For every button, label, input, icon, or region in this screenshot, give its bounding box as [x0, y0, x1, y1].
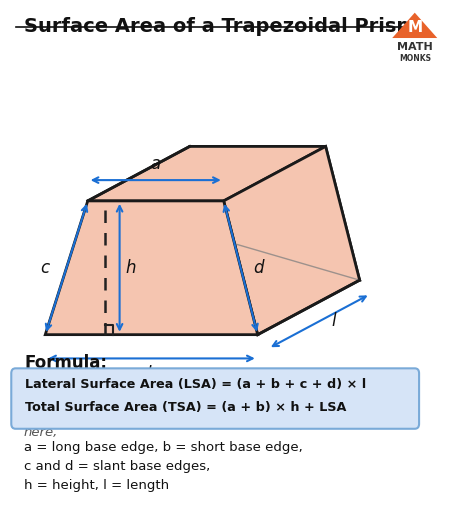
Text: a: a	[151, 155, 161, 173]
Text: Total Surface Area (TSA) = (a + b) × h + LSA: Total Surface Area (TSA) = (a + b) × h +…	[25, 401, 346, 414]
Polygon shape	[392, 13, 437, 38]
Text: Formula:: Formula:	[24, 354, 107, 373]
Text: M: M	[407, 20, 422, 35]
Text: l: l	[331, 312, 336, 330]
FancyBboxPatch shape	[11, 369, 419, 429]
Polygon shape	[224, 147, 360, 335]
Polygon shape	[147, 147, 360, 280]
Text: b: b	[146, 366, 157, 383]
Polygon shape	[45, 201, 258, 335]
Polygon shape	[88, 147, 326, 201]
Text: MATH: MATH	[397, 42, 433, 52]
Text: d: d	[253, 259, 264, 277]
Text: a = long base edge, b = short base edge,
c and d = slant base edges,
h = height,: a = long base edge, b = short base edge,…	[24, 441, 303, 492]
Text: Surface Area of a Trapezoidal Prism: Surface Area of a Trapezoidal Prism	[24, 17, 417, 35]
Text: here,: here,	[24, 426, 58, 439]
Text: c: c	[41, 259, 50, 277]
Text: h: h	[126, 259, 136, 277]
Text: Lateral Surface Area (LSA) = (a + b + c + d) × l: Lateral Surface Area (LSA) = (a + b + c …	[25, 378, 366, 391]
Text: MONKS: MONKS	[399, 54, 431, 63]
